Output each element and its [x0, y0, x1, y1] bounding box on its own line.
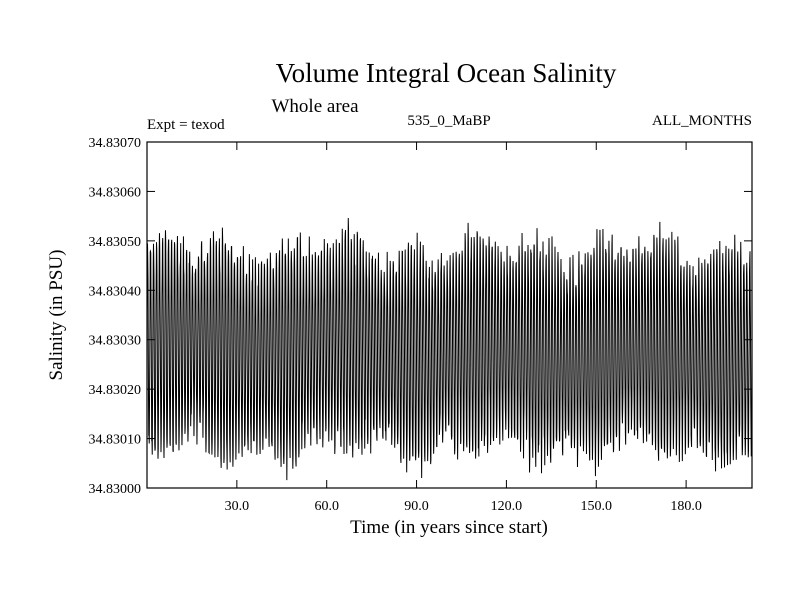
y-axis-label: Salinity (in PSU)	[46, 250, 67, 381]
x-tick-label: 90.0	[404, 499, 429, 514]
salinity-series-line	[146, 217, 753, 481]
x-axis-ticks: 30.0 60.0 90.0 120.0 150.0 180.0	[225, 142, 702, 514]
y-tick-label: 34.83040	[89, 284, 142, 299]
plot-frame	[146, 141, 753, 489]
y-tick-label: 34.83060	[89, 185, 142, 200]
salinity-series-group	[146, 217, 753, 481]
y-tick-label: 34.83000	[89, 482, 142, 497]
y-tick-label: 34.83020	[89, 383, 142, 398]
experiment-label: Expt = texod	[147, 117, 225, 133]
chart-title: Volume Integral Ocean Salinity	[276, 58, 617, 88]
months-label: ALL_MONTHS	[652, 113, 752, 129]
x-tick-label: 30.0	[225, 499, 250, 514]
x-tick-label: 180.0	[670, 499, 702, 514]
y-tick-label: 34.83070	[89, 136, 142, 151]
x-tick-label: 60.0	[314, 499, 339, 514]
y-tick-label: 34.83010	[89, 433, 142, 448]
period-label: 535_0_MaBP	[407, 113, 490, 129]
x-axis-label: Time (in years since start)	[350, 517, 548, 538]
x-tick-label: 120.0	[491, 499, 523, 514]
x-tick-label: 150.0	[581, 499, 613, 514]
y-tick-label: 34.83050	[89, 235, 142, 250]
y-tick-label: 34.83030	[89, 334, 142, 349]
chart-subtitle: Whole area	[271, 96, 359, 117]
